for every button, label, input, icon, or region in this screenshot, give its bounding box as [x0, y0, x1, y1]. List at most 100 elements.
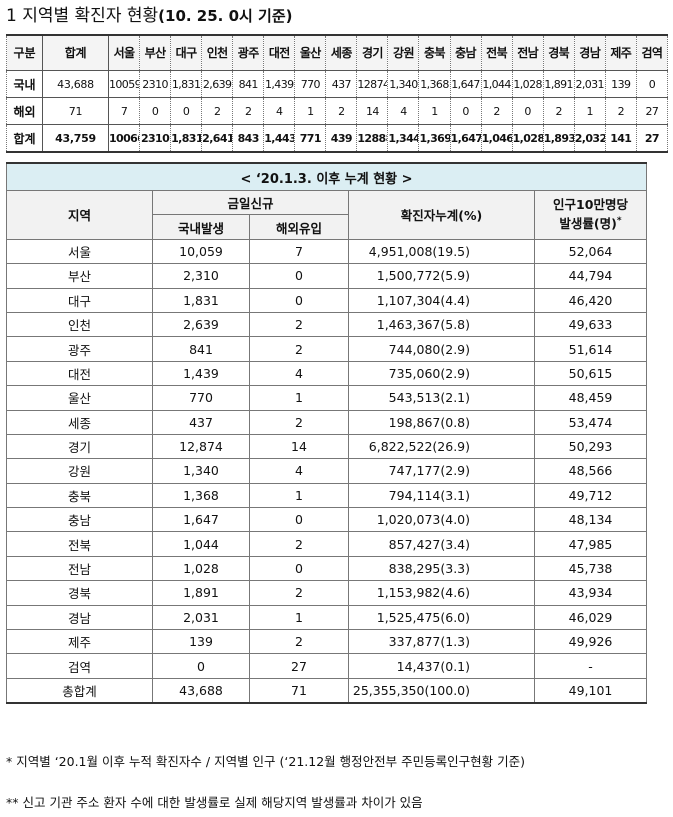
summary-cell: 1,044 [480, 70, 513, 98]
header-domestic: 국내발생 [152, 214, 250, 240]
rate-cell: 46,029 [534, 604, 647, 631]
summary-cell: 1,439 [263, 70, 296, 98]
summary-header-region: 경북 [542, 34, 575, 71]
table-row: 서울 10,059 7 4,951,008(19.5) 52,064 [6, 238, 647, 265]
region-cell: 경기 [6, 433, 153, 460]
summary-cell: 2 [480, 97, 513, 125]
header-rate: 인구10만명당 발생률(명)* [534, 190, 647, 240]
summary-header-region: 인천 [201, 34, 234, 71]
region-cell: 전북 [6, 531, 153, 557]
cumulative-cell: 794,114(3.1) [348, 482, 535, 509]
cumulative-cell: 747,177(2.9) [348, 458, 535, 484]
rate-cell: 47,985 [534, 531, 647, 557]
region-cell: 제주 [6, 629, 153, 655]
summary-cell: 439 [325, 124, 358, 153]
summary-cell: 2,032 [573, 124, 606, 153]
summary-cell: 1,046 [480, 124, 513, 153]
summary-header-region: 전북 [480, 34, 513, 71]
footnote-2: ** 신고 기관 주소 환자 수에 대한 발생률로 실제 해당지역 발생률과 차… [6, 795, 423, 810]
summary-row-label: 국내 [6, 70, 43, 98]
summary-cell: 14 [356, 97, 389, 125]
rate-cell: 48,459 [534, 385, 647, 411]
region-cell: 충북 [6, 482, 153, 509]
rate-cell: 50,293 [534, 433, 647, 460]
table-row: 전북 1,044 2 857,427(3.4) 47,985 [6, 531, 647, 557]
summary-cell: 0 [170, 97, 203, 125]
detail-table: < ‘20.1.3. 이후 누계 현황 > 지역 금일신규 확진자누계(%) 인… [6, 162, 647, 705]
domestic-cell: 2,310 [152, 263, 250, 289]
region-cell: 전남 [6, 555, 153, 582]
region-cell: 대구 [6, 287, 153, 313]
table-row: 제주 139 2 337,877(1.3) 49,926 [6, 629, 647, 655]
region-cell: 부산 [6, 263, 153, 289]
summary-header-region: 대전 [263, 34, 296, 71]
cumulative-cell: 25,355,350(100.0) [348, 677, 535, 705]
rate-cell: 51,614 [534, 336, 647, 362]
overseas-cell: 0 [249, 287, 349, 313]
summary-cell: 2,641 [201, 124, 234, 153]
domestic-cell: 1,044 [152, 531, 250, 557]
summary-cell: 1 [294, 97, 327, 125]
summary-header-region: 제주 [604, 34, 637, 71]
summary-cell: 2,031 [573, 70, 606, 98]
region-cell: 경남 [6, 604, 153, 631]
summary-row-total: 71 [42, 97, 109, 125]
summary-header-region: 세종 [325, 34, 358, 71]
summary-cell: 12874 [356, 70, 389, 98]
summary-row-total: 43,688 [42, 70, 109, 98]
rate-cell: 44,794 [534, 263, 647, 289]
summary-cell: 139 [604, 70, 637, 98]
header-cumulative: 확진자누계(%) [348, 190, 535, 240]
summary-row-label: 해외 [6, 97, 43, 125]
summary-cell: 1,831 [170, 70, 203, 98]
summary-cell: 2 [604, 97, 637, 125]
overseas-cell: 4 [249, 360, 349, 387]
summary-cell: 1,028 [511, 124, 544, 153]
rate-cell: 49,712 [534, 482, 647, 509]
rate-cell: - [534, 653, 647, 679]
table-row: 전남 1,028 0 838,295(3.3) 45,738 [6, 555, 647, 582]
overseas-cell: 71 [249, 677, 349, 705]
footnote-1: * 지역별 ‘20.1월 이후 누적 확진자수 / 지역별 인구 (‘21.12… [6, 754, 525, 769]
region-cell: 강원 [6, 458, 153, 484]
summary-cell: 27 [635, 97, 669, 125]
overseas-cell: 1 [249, 385, 349, 411]
region-cell: 울산 [6, 385, 153, 411]
header-overseas: 해외유입 [249, 214, 349, 240]
table-row: 부산 2,310 0 1,500,772(5.9) 44,794 [6, 263, 647, 289]
summary-cell: 841 [232, 70, 265, 98]
overseas-cell: 2 [249, 311, 349, 338]
domestic-cell: 841 [152, 336, 250, 362]
rate-cell: 45,738 [534, 555, 647, 582]
cumulative-cell: 1,153,982(4.6) [348, 580, 535, 606]
cumulative-cell: 543,513(2.1) [348, 385, 535, 411]
table-row: 충북 1,368 1 794,114(3.1) 49,712 [6, 482, 647, 509]
summary-cell: 2,639 [201, 70, 234, 98]
rate-cell: 49,633 [534, 311, 647, 338]
summary-cell: 1,831 [170, 124, 203, 153]
summary-cell: 10059 [107, 70, 141, 98]
overseas-cell: 2 [249, 629, 349, 655]
summary-header-region: 광주 [232, 34, 265, 71]
overseas-cell: 7 [249, 238, 349, 265]
summary-cell: 1 [418, 97, 451, 125]
summary-row-label: 합계 [6, 124, 43, 153]
region-cell: 경북 [6, 580, 153, 606]
cumulative-cell: 1,463,367(5.8) [348, 311, 535, 338]
region-cell: 대전 [6, 360, 153, 387]
summary-header-region: 검역 [635, 34, 669, 71]
summary-header-region: 부산 [139, 34, 172, 71]
summary-cell: 2310 [139, 70, 172, 98]
summary-cell: 27 [635, 124, 669, 153]
summary-cell: 1,443 [263, 124, 296, 153]
domestic-cell: 10,059 [152, 238, 250, 265]
table-row: 대구 1,831 0 1,107,304(4.4) 46,420 [6, 287, 647, 313]
detail-caption: < ‘20.1.3. 이후 누계 현황 > [6, 162, 647, 191]
table-row: 충남 1,647 0 1,020,073(4.0) 48,134 [6, 507, 647, 533]
summary-cell: 1,647 [449, 70, 482, 98]
domestic-cell: 43,688 [152, 677, 250, 705]
summary-cell: 843 [232, 124, 265, 153]
summary-row-total: 43,759 [42, 124, 109, 153]
domestic-cell: 2,639 [152, 311, 250, 338]
domestic-cell: 1,891 [152, 580, 250, 606]
